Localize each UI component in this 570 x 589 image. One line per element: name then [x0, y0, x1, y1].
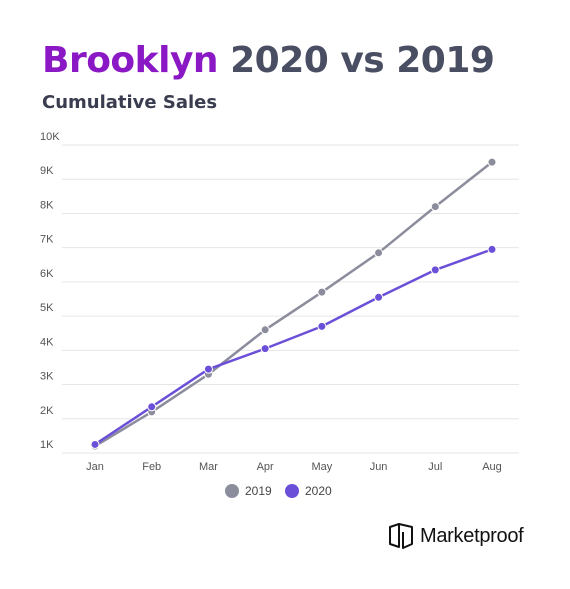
title-rest: 2020 vs 2019	[230, 40, 495, 81]
y-tick-label: 8K	[40, 199, 54, 211]
data-point-2020	[203, 364, 213, 374]
series-line-2020	[94, 248, 493, 446]
brand-logo: Marketproof	[388, 522, 524, 550]
series-lines	[90, 157, 497, 451]
data-point-2020	[430, 265, 440, 275]
data-point-2020	[487, 244, 497, 254]
legend-marker-2020	[285, 484, 299, 498]
data-point-2019	[317, 287, 327, 297]
y-axis-ticks: 1K 2K 3K 4K 5K 6K 7K 8K 9K 10K	[40, 131, 60, 451]
data-point-2020	[317, 321, 327, 331]
data-point-2020	[147, 402, 157, 412]
data-point-2020	[374, 292, 384, 302]
y-tick-label: 6K	[40, 268, 54, 280]
legend: 2019 2020	[225, 484, 332, 498]
data-point-2019	[487, 157, 497, 167]
x-tick-label: Aug	[482, 461, 502, 473]
marketproof-logo-icon	[389, 523, 413, 549]
y-tick-label: 2K	[40, 405, 54, 417]
x-tick-label: Jul	[428, 461, 442, 473]
gridlines	[62, 144, 519, 454]
x-axis-ticks: Jan Feb Mar Apr May Jun Jul Aug	[86, 461, 502, 473]
legend-label-2020: 2020	[305, 484, 332, 498]
y-tick-label: 5K	[40, 302, 54, 314]
x-tick-label: Mar	[199, 461, 218, 473]
chart-subtitle: Cumulative Sales	[42, 92, 218, 113]
y-tick-label: 4K	[40, 336, 54, 348]
data-point-2020	[90, 439, 100, 449]
x-tick-label: Jan	[86, 461, 104, 473]
legend-label-2019: 2019	[245, 484, 272, 498]
data-point-2019	[430, 202, 440, 212]
data-point-2019	[374, 248, 384, 258]
legend-marker-2019	[225, 484, 239, 498]
x-tick-label: Apr	[257, 461, 274, 473]
series-line-2019	[94, 161, 493, 448]
x-tick-label: Feb	[142, 461, 161, 473]
y-tick-label: 9K	[40, 165, 54, 177]
y-tick-label: 7K	[40, 234, 54, 246]
chart-title: Brooklyn 2020 vs 2019	[42, 40, 495, 81]
data-point-2019	[260, 325, 270, 335]
brand-name: Marketproof	[420, 524, 524, 547]
y-tick-label: 3K	[40, 371, 54, 383]
x-tick-label: Jun	[370, 461, 388, 473]
title-accent: Brooklyn	[42, 40, 219, 81]
y-tick-label: 1K	[40, 439, 54, 451]
x-tick-label: May	[311, 461, 332, 473]
data-point-2020	[260, 344, 270, 354]
y-tick-label: 10K	[40, 131, 60, 143]
